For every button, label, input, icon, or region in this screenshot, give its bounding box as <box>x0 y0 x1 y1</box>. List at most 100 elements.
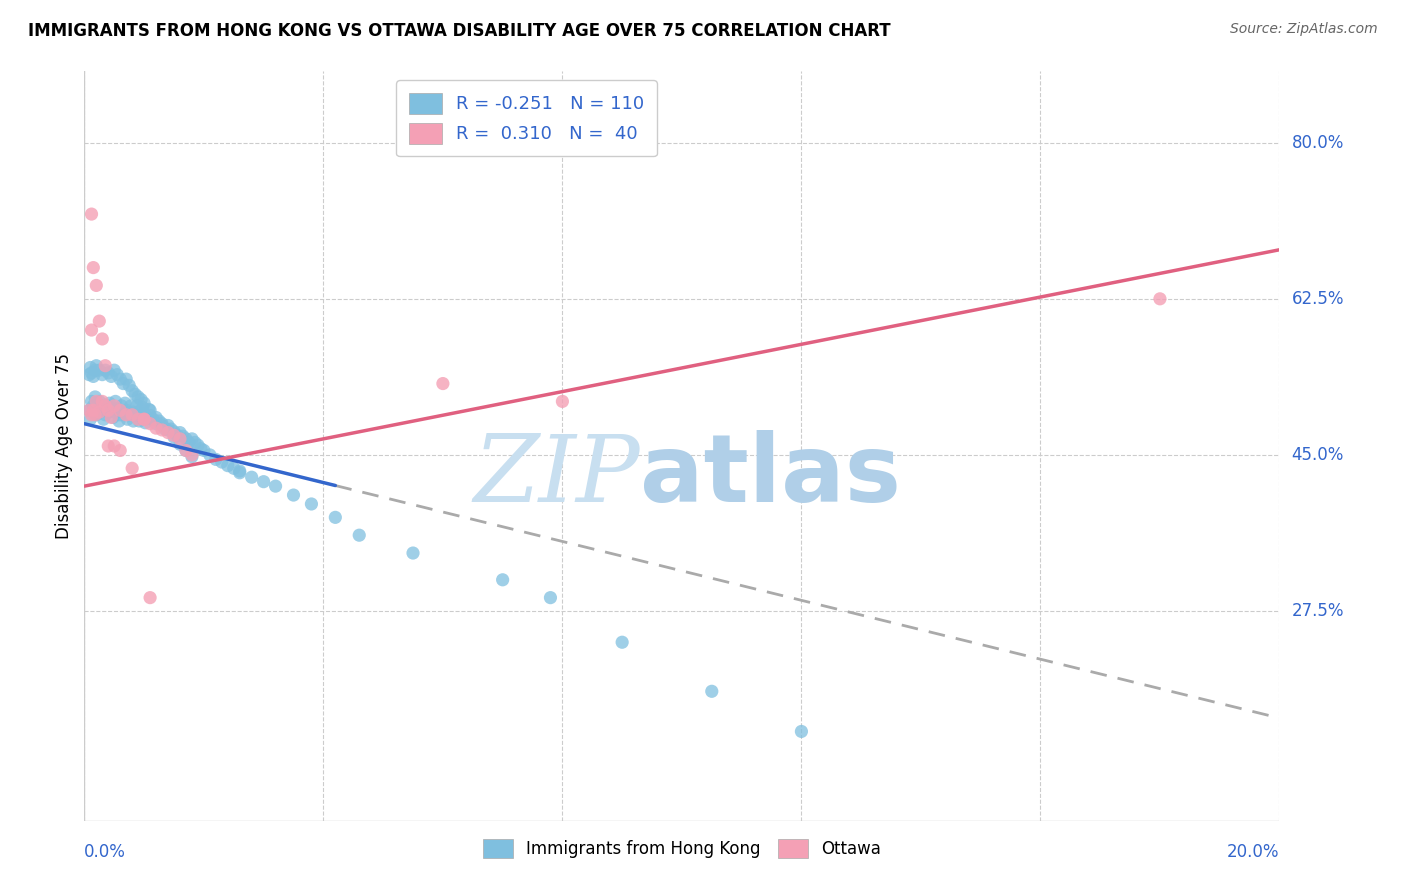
Y-axis label: Disability Age Over 75: Disability Age Over 75 <box>55 353 73 539</box>
Point <box>157 425 180 440</box>
Point <box>612 635 634 649</box>
Point <box>148 414 170 428</box>
Point <box>198 448 221 462</box>
Point <box>118 408 141 422</box>
Point <box>94 399 117 413</box>
Point <box>551 394 574 409</box>
Point <box>110 403 132 417</box>
Point <box>77 403 100 417</box>
Point <box>138 402 160 417</box>
Point <box>150 423 173 437</box>
Point <box>77 403 100 417</box>
Point <box>174 443 197 458</box>
Point <box>181 448 204 462</box>
Point <box>86 403 108 417</box>
Point <box>80 408 103 422</box>
Point <box>89 394 111 409</box>
Point <box>110 408 132 422</box>
Point <box>97 366 120 380</box>
Point <box>540 591 562 605</box>
Point <box>169 425 191 440</box>
Point <box>112 405 135 419</box>
Point <box>89 363 111 377</box>
Point <box>187 438 209 452</box>
Point <box>97 439 120 453</box>
Point <box>127 405 149 419</box>
Point <box>222 461 245 475</box>
Point <box>82 403 104 417</box>
Point <box>91 368 114 382</box>
Point <box>115 408 138 422</box>
Point <box>103 439 125 453</box>
Point <box>105 403 128 417</box>
Point <box>91 403 114 417</box>
Point <box>127 412 149 426</box>
Point <box>93 412 115 426</box>
Point <box>177 435 200 450</box>
Point <box>94 408 117 422</box>
Legend: Immigrants from Hong Kong, Ottawa: Immigrants from Hong Kong, Ottawa <box>477 832 887 864</box>
Text: Source: ZipAtlas.com: Source: ZipAtlas.com <box>1230 22 1378 37</box>
Point <box>129 409 152 424</box>
Point <box>127 390 149 404</box>
Point <box>160 422 183 436</box>
Text: 27.5%: 27.5% <box>1292 602 1344 620</box>
Point <box>125 399 148 413</box>
Point <box>121 405 143 419</box>
Point <box>82 399 104 413</box>
Point <box>84 408 107 422</box>
Text: 45.0%: 45.0% <box>1292 446 1344 464</box>
Point <box>82 260 104 275</box>
Point <box>129 392 152 407</box>
Point <box>124 408 146 422</box>
Point <box>86 359 108 373</box>
Point <box>132 412 156 426</box>
Text: atlas: atlas <box>640 430 901 522</box>
Point <box>402 546 425 560</box>
Point <box>96 399 118 413</box>
Point <box>79 412 101 426</box>
Point <box>150 418 173 433</box>
Text: 0.0%: 0.0% <box>84 843 127 861</box>
Point <box>89 405 111 419</box>
Point <box>349 528 371 542</box>
Point <box>240 470 263 484</box>
Point <box>80 394 103 409</box>
Text: IMMIGRANTS FROM HONG KONG VS OTTAWA DISABILITY AGE OVER 75 CORRELATION CHART: IMMIGRANTS FROM HONG KONG VS OTTAWA DISA… <box>28 22 891 40</box>
Point <box>82 369 104 384</box>
Point <box>700 684 723 698</box>
Point <box>132 401 155 415</box>
Point <box>104 394 127 409</box>
Point <box>77 368 100 382</box>
Point <box>145 410 167 425</box>
Point <box>174 432 197 446</box>
Point <box>228 464 252 478</box>
Point <box>80 323 103 337</box>
Point <box>79 360 101 375</box>
Point <box>181 432 204 446</box>
Point <box>169 437 191 451</box>
Point <box>84 390 107 404</box>
Point <box>432 376 454 391</box>
Point <box>150 417 173 431</box>
Point <box>492 573 515 587</box>
Point <box>103 363 125 377</box>
Point <box>97 405 120 419</box>
Point <box>117 412 139 426</box>
Point <box>86 408 108 422</box>
Point <box>101 410 124 425</box>
Point <box>86 278 108 293</box>
Point <box>325 510 347 524</box>
Point <box>86 394 108 409</box>
Text: ZIP: ZIP <box>474 431 640 521</box>
Point <box>108 414 131 428</box>
Point <box>211 455 233 469</box>
Point <box>110 372 132 386</box>
Point <box>228 466 252 480</box>
Point <box>90 399 112 413</box>
Point <box>157 418 180 433</box>
Point <box>145 417 167 431</box>
Point <box>1149 292 1171 306</box>
Point <box>132 407 156 421</box>
Point <box>264 479 287 493</box>
